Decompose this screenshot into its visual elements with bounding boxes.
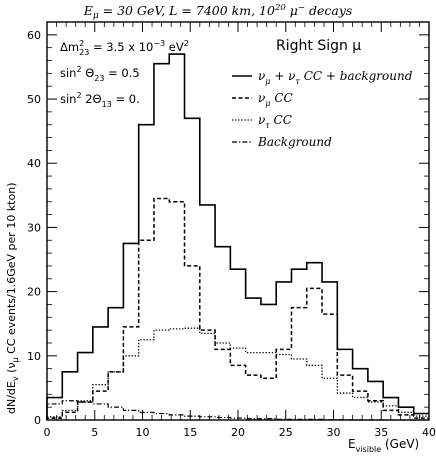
parameter-block: Δm2 23 = 3.5 x 10−3 eV2 sin2 Θ23 = 0.5 si…: [60, 39, 189, 109]
param-sin2-2theta13: sin2 2Θ13 = 0.: [60, 91, 140, 109]
chart-title: Eμ = 30 GeV, L = 7400 km, 1020 μ− decays: [83, 3, 353, 21]
y-tick-label: 50: [27, 93, 41, 106]
axis-ticks: [46, 22, 430, 421]
x-tick-labels: 0 5 10 15 20 25 30 35 40: [44, 426, 436, 439]
legend: νμ + ντ CC + background νμ CC ντ CC Backgro…: [232, 69, 413, 149]
y-tick-label: 40: [27, 157, 41, 170]
series-line-2: [46, 327, 429, 420]
y-tick-label: 10: [27, 350, 41, 363]
x-tick-label: 40: [422, 426, 436, 439]
y-tick-label: 0: [34, 414, 41, 427]
x-tick-label: 35: [374, 426, 388, 439]
x-tick-label: 30: [327, 426, 341, 439]
param-sin2-theta23: sin2 Θ23 = 0.5: [60, 65, 140, 83]
x-tick-label: 15: [183, 426, 197, 439]
x-tick-label: 10: [136, 426, 150, 439]
series-line-0: [46, 53, 429, 420]
legend-entry-3: Background: [257, 135, 332, 149]
y-tick-labels: 0 10 20 30 40 50 60: [27, 29, 41, 427]
series-line-3: [46, 400, 429, 421]
legend-entry-1: νμ CC: [258, 91, 293, 108]
x-axis-label: Evisible (GeV): [348, 437, 419, 454]
legend-entry-2: ντ CC: [258, 113, 292, 130]
x-tick-label: 20: [231, 426, 245, 439]
param-delta-m: Δm2 23 = 3.5 x 10−3 eV2: [60, 39, 189, 57]
series-line-1: [46, 197, 429, 420]
y-tick-label: 20: [27, 286, 41, 299]
panel-label: Right Sign μ: [276, 38, 361, 54]
x-tick-label: 5: [91, 426, 98, 439]
y-tick-label: 30: [27, 221, 41, 234]
y-axis-label: dN/dEv (νμ CC events/1.6GeV per 10 kton): [5, 183, 20, 415]
series-layer: [46, 53, 429, 421]
x-tick-label: 25: [279, 426, 293, 439]
legend-entry-0: νμ + ντ CC + background: [258, 69, 413, 86]
y-tick-label: 60: [27, 29, 41, 42]
x-tick-label: 0: [44, 426, 51, 439]
